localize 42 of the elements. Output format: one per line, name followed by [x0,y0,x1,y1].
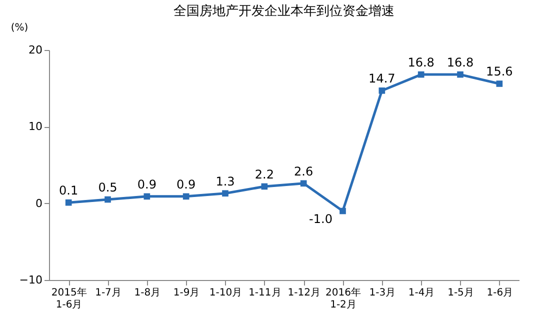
x-tick-label: 2015年 1-6月 [51,286,87,310]
point [496,80,503,87]
data-label: 0.1 [59,184,78,198]
data-label: 2.2 [254,167,274,182]
x-tick-label: 1-9月 [173,288,200,298]
data-label: 16.8 [408,56,434,70]
point [222,190,228,197]
point [300,180,307,187]
x-tick-label: 1-10月 [209,288,242,298]
x-tick-label: 1-7月 [95,288,122,298]
x-tick-label: 1-6月 [486,288,514,298]
data-label: 1.3 [216,174,235,188]
x-tick-label: 1-5月 [448,288,474,298]
point [65,199,72,206]
point [378,87,386,94]
x-tick-label: 1-3月 [369,288,396,298]
y-tick-label: 20 [28,44,42,56]
point [104,196,111,203]
point [182,193,190,200]
point [457,71,464,78]
point [340,208,346,214]
x-tick-label: 1-8月 [134,288,161,298]
chart-title: 全国房地产开发企业本年到位资金增速 [174,3,394,19]
x-tick-label: 2016年 1-2月 [326,286,361,310]
x-tick-label: 1-4月 [408,288,435,298]
data-label: -1.0 [309,212,332,226]
data-label: 16.8 [446,56,474,70]
data-label: 0.9 [137,177,156,192]
y-axis-title: (%) [10,22,28,34]
data-label: 14.7 [368,72,396,86]
y-tick-label: −10 [19,274,42,286]
data-label: 2.6 [294,164,314,178]
data-label: 0.5 [98,180,118,194]
y-tick-label: 0 [36,196,42,210]
y-tick-label: 10 [28,120,42,134]
point [418,71,424,78]
x-tick-label: 1-12月 [288,288,320,298]
point [261,183,268,190]
point [144,193,150,200]
data-label: 0.9 [176,177,196,192]
x-tick-label: 1-11月 [248,288,282,298]
data-label: 15.6 [486,64,513,79]
